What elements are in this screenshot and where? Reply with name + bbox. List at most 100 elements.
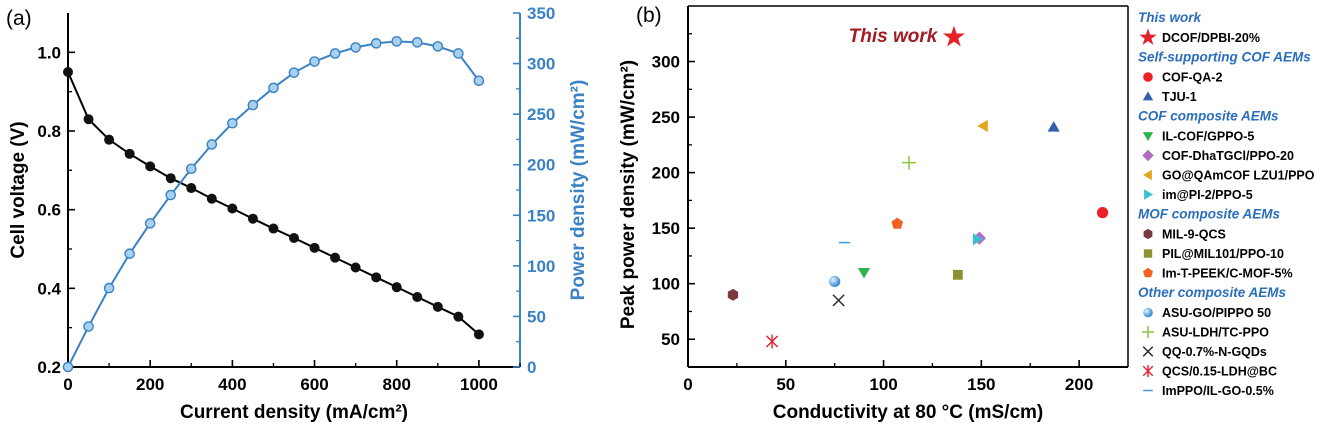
voltage-point [330,252,341,263]
y-tick-label: 100 [652,275,680,294]
power-point [206,139,218,150]
panel-b-scatter: (b) 0 50 100 150 200 50 100 150 200 250 300 Conducti… [618,4,1129,423]
x-tick-label: 150 [967,375,995,394]
legend-cof-dhatgcl-ppo-20-marker [1142,149,1154,162]
power-point [432,41,444,52]
legend-go-qamcof-lzu1-ppo-marker [1142,169,1152,181]
y-right-tick-label: 100 [527,257,555,276]
legend-asu-go-pippo-50-marker [1143,307,1153,318]
power-point [124,248,135,260]
point-im-t-peek-c-mof-5-marker [891,217,904,229]
legend-label: ImPPO/IL-GO-0.5% [1162,384,1274,398]
power-point [144,218,156,229]
x-tick-label: 0 [683,375,692,394]
legend-label: GO@QAmCOF LZU1/PPO [1162,169,1315,183]
voltage-point [309,242,320,253]
point-im-pi-2-ppo-5-marker [972,233,984,246]
power-point [185,163,197,175]
legend-group-title: COF composite AEMs [1138,109,1279,124]
voltage-point [412,291,423,302]
legend-label: TJU-1 [1162,90,1197,104]
legend-mil-9-qcs-marker [1143,228,1153,240]
point-qcs-0-15-ldh-bc-marker [765,334,779,349]
voltage-point [289,232,299,243]
voltage-point [227,203,238,214]
y-tick-label: 50 [661,330,680,349]
legend-group-title: MOF composite AEMs [1138,207,1281,222]
y-right-tick-label: 50 [527,307,546,326]
y-right-tick-label: 350 [527,4,555,23]
power-point [453,48,464,59]
legend-label: MIL-9-QCS [1162,228,1226,242]
x-tick-label: 200 [136,375,164,394]
y-tick-label: 250 [652,108,680,127]
y-axis-title: Peak power density (mW/cm²) [618,60,639,329]
point-mil-9-qcs-marker [727,288,739,301]
legend-dcof-dpbi-20-marker [1139,28,1157,45]
power-point [288,67,300,78]
power-point [370,38,382,49]
legend-tju-1-marker [1142,91,1154,101]
y-left-tick-label: 0.6 [37,201,61,220]
x-tick-label: 1000 [460,375,498,394]
x-tick-label: 100 [869,375,897,394]
y-right-tick-label: 200 [527,156,555,175]
power-point [411,37,423,48]
power-point [391,36,403,47]
y-tick-label: 150 [652,219,680,238]
point-asu-go-pippo-50-marker [829,275,841,288]
power-point [165,189,177,201]
y-right-tick-label: 0 [527,358,536,377]
legend-label: DCOF/DPBI-20% [1162,31,1260,45]
power-point [103,282,115,294]
x-tick-label: 600 [300,375,328,394]
y-right-tick-label: 150 [527,206,555,225]
panel-b-legend: This work DCOF/DPBI-20% Self-supporting CO… [1138,10,1315,398]
power-point [268,82,279,94]
y-left-tick-label: 0.4 [37,279,61,298]
voltage-point [268,223,279,234]
legend-label: Im-T-PEEK/C-MOF-5% [1162,267,1293,281]
legend-label: ASU-GO/PIPPO 50 [1162,306,1271,320]
power-point [62,361,74,373]
legend-label: COF-QA-2 [1162,71,1222,85]
legend-group-title: Self-supporting COF AEMs [1138,50,1311,65]
voltage-point [165,173,176,184]
legend-label: QQ-0.7%-N-GQDs [1162,345,1267,359]
voltage-point [453,311,464,322]
voltage-point [124,148,135,159]
y-left-axis-title: Cell voltage (V) [8,121,29,258]
panel-a-voltage-power: (a) 0 200 400 600 800 1000 0.2 0.4 0.6 0.8 1.0 0 50 10… [6,4,589,423]
legend-pil-mil101-ppo-10-marker [1143,249,1153,258]
panel-b-label: (b) [636,4,662,27]
power-point [227,117,238,129]
point-cof-qa-2-marker [1096,207,1109,219]
point-asu-ldh-tc-ppo-marker [901,155,916,170]
y-left-tick-label: 1.0 [37,43,61,62]
legend-im-t-peek-c-mof-5-marker [1143,267,1153,278]
legend-qcs-0-15-ldh-bc-marker [1142,365,1154,377]
x-axis-title: Current density (mA/cm²) [180,402,408,423]
voltage-point [391,282,402,293]
power-point [329,48,341,59]
legend-il-cof-gppo-5-marker [1142,132,1154,142]
x-tick-label: 200 [1065,375,1093,394]
voltage-point [104,134,115,145]
y-tick-label: 200 [652,164,680,183]
power-point [247,99,259,111]
legend-im-pi-2-ppo-5-marker [1144,189,1154,200]
x-tick-label: 0 [63,375,72,394]
point-tju-1-marker [1047,121,1060,132]
legend-group-title: Other composite AEMs [1138,285,1287,300]
voltage-point [371,272,382,283]
y-right-tick-label: 300 [527,55,555,74]
legend-label: COF-DhaTGCl/PPO-20 [1162,149,1294,163]
legend-label: PIL@MIL101/PPO-10 [1162,247,1284,261]
point-il-cof-gppo-5-marker [857,268,871,279]
legend-qq-0-7-n-gqds-marker [1142,346,1154,357]
x-tick-label: 800 [383,375,411,394]
y-left-tick-label: 0.2 [37,358,61,377]
y-left-tick-label: 0.8 [37,122,61,141]
voltage-point [83,114,94,125]
power-point [350,42,361,53]
